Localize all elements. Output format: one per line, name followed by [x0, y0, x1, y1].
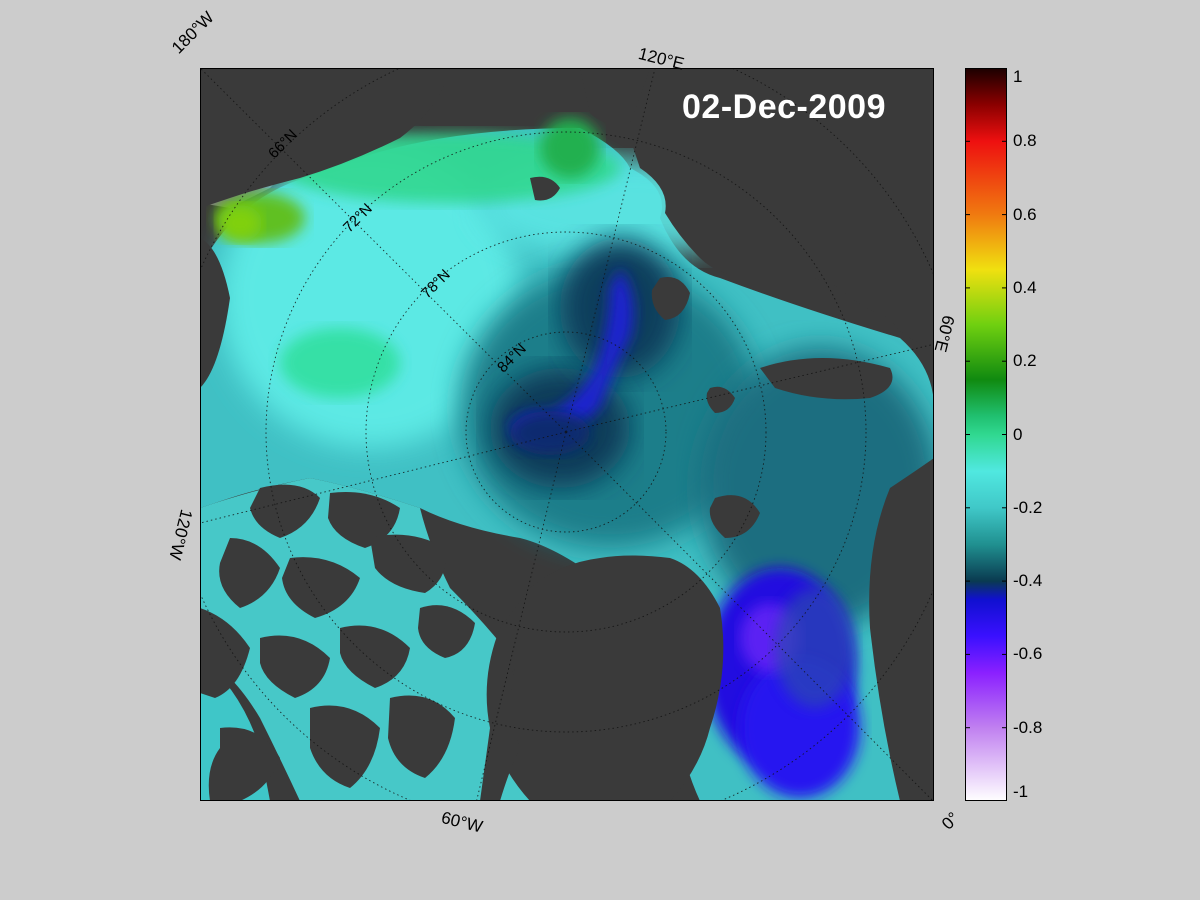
longitude-label-60w: 60°W [439, 808, 485, 837]
scandinavia [869, 458, 934, 801]
greenland [486, 555, 724, 801]
colorbar-tick-label: 0.8 [1013, 131, 1037, 151]
longitude-label-120w: 120°W [165, 507, 196, 562]
arctic-map [200, 68, 934, 801]
ocean-field [200, 118, 934, 801]
longitude-label-180w: 180°W [168, 7, 218, 58]
colorbar-tick-label: -0.8 [1013, 717, 1043, 737]
alaska [200, 68, 450, 208]
colorbar-tick-label: -0.2 [1013, 497, 1043, 517]
graticule [200, 68, 934, 801]
colorbar-tick-label: -0.4 [1013, 571, 1043, 591]
colorbar [965, 68, 1007, 801]
canadian-archipelago [200, 484, 475, 801]
date-label: 02-Dec-2009 [682, 88, 886, 126]
arctic-islands [530, 176, 893, 538]
colorbar-tick-label: -0.6 [1013, 644, 1043, 664]
colorbar-tick-label: -1 [1013, 782, 1029, 801]
colorbar-tick-label: 0.4 [1013, 277, 1037, 297]
colorbar-tick-label: 1 [1013, 67, 1023, 86]
colorbar-tick-label: 0.2 [1013, 351, 1037, 371]
longitude-label-0: 0° [938, 808, 963, 834]
eurasia [620, 68, 934, 348]
colorbar-tick-label: 0.6 [1013, 204, 1037, 224]
colorbar-tick-label: 0 [1013, 424, 1023, 444]
